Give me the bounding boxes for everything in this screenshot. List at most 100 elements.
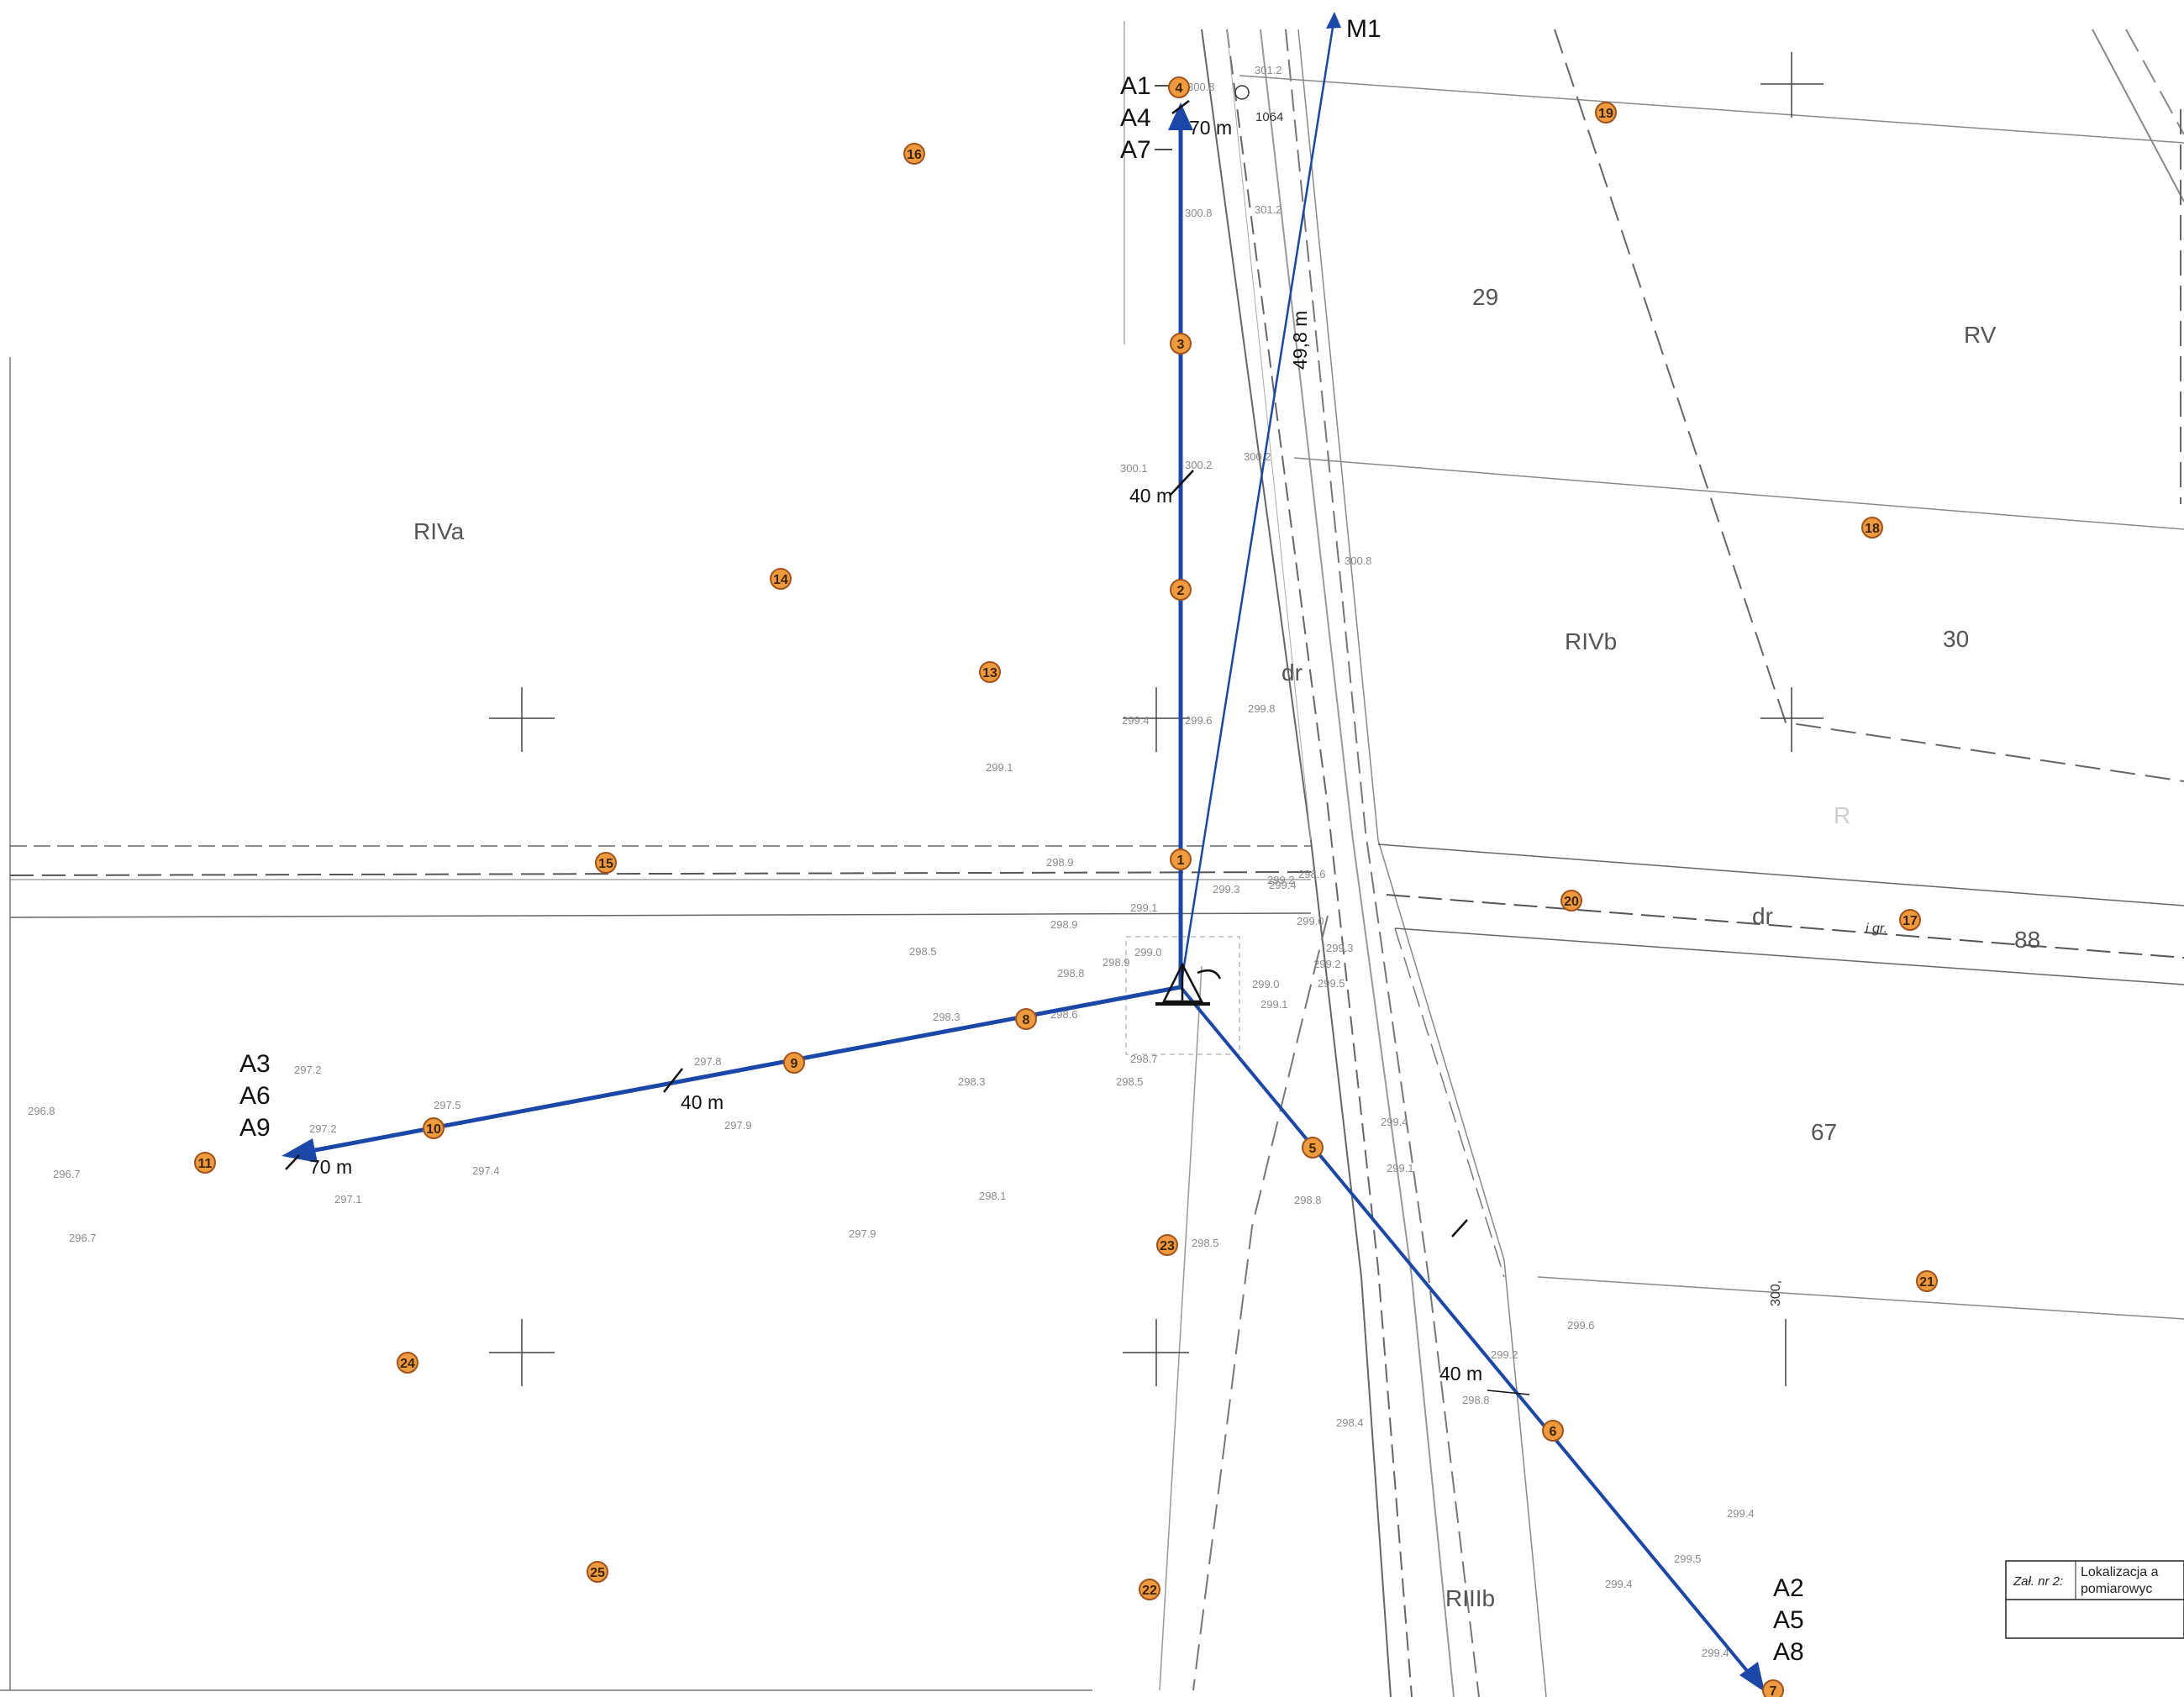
- spot-elevation: 298.9: [1050, 918, 1078, 931]
- measurement-point-marker: [1916, 1270, 1938, 1292]
- measurement-point-marker: [1302, 1137, 1324, 1158]
- spot-elevation: 298.8: [1462, 1394, 1490, 1406]
- spot-elevation: 297.5: [434, 1099, 461, 1111]
- spot-elevations: 301.2 300.8 300.8 301.2 300.1 300.2 300.2 300.8…: [28, 64, 1755, 1659]
- measurement-point-marker: [1170, 333, 1192, 355]
- measurement-point-23: 23: [1156, 1234, 1178, 1256]
- measurement-point-marker: [903, 143, 925, 165]
- spot-elevation: 298.5: [909, 945, 937, 958]
- spot-elevation: 297.2: [309, 1122, 337, 1135]
- measurement-point-number: 8: [1023, 1013, 1030, 1027]
- spot-elevation: 297.8: [694, 1055, 722, 1068]
- measurement-point-number: 14: [773, 573, 788, 587]
- southeast-arm-line: [1179, 985, 1750, 1673]
- measurement-point-number: 24: [400, 1357, 415, 1371]
- measurement-point-number: 21: [1919, 1275, 1934, 1290]
- measurement-point-number: 5: [1309, 1142, 1317, 1156]
- measurement-point-marker: [770, 568, 792, 590]
- measurement-point-24: 24: [397, 1352, 418, 1374]
- measurement-point-number: 1: [1177, 854, 1185, 868]
- spot-elevation: 299.6: [1567, 1319, 1595, 1332]
- spot-elevation: 298.6: [1298, 868, 1326, 880]
- label-igr: i gr.: [1866, 922, 1887, 936]
- measurement-point-marker: [783, 1052, 805, 1074]
- measurement-point-6: 6: [1542, 1420, 1564, 1442]
- spot-elevation: 297.1: [334, 1193, 362, 1206]
- spot-elevation: 298.3: [933, 1011, 960, 1023]
- measurement-point-number: 6: [1550, 1425, 1557, 1439]
- measurement-point-number: 18: [1865, 522, 1880, 536]
- sound-level-meter-icon: [1155, 962, 1222, 1006]
- spot-elevation: 298.3: [958, 1075, 986, 1088]
- spot-elevation: 297.2: [294, 1064, 322, 1076]
- measurement-point-number: 25: [590, 1566, 605, 1580]
- measurement-point-marker: [397, 1352, 418, 1374]
- measurement-point-marker: [1542, 1420, 1564, 1442]
- area-labels: RIVa RIVb RV R RIIIb 29 30 67 88 dr dr i…: [413, 85, 2040, 1611]
- measurement-point-marker: [1560, 890, 1582, 912]
- measurement-point-number: 16: [907, 148, 922, 162]
- measurement-point-marker: [979, 661, 1001, 683]
- measurement-point-20: 20: [1560, 890, 1582, 912]
- measurement-point-22: 22: [1139, 1579, 1160, 1600]
- mast-direction-line: [1179, 16, 1336, 988]
- spot-elevation: 298.8: [1057, 967, 1085, 980]
- measurement-point-marker: [423, 1117, 445, 1139]
- spot-elevation: 299.4: [1122, 714, 1150, 727]
- spot-elevation: 299.2: [1313, 958, 1341, 970]
- spot-elevation: 299.1: [1387, 1162, 1414, 1174]
- spot-elevation: 299.8: [1248, 702, 1276, 715]
- measurement-point-1: 1: [1170, 848, 1192, 870]
- title-block-attachment: Zał. nr 2:: [2013, 1574, 2063, 1589]
- measurement-point-marker: [595, 852, 617, 874]
- base-map-lines: [0, 21, 2184, 1697]
- measurement-point-number: 4: [1176, 81, 1183, 96]
- southeast-arm-label-a2: A2: [1773, 1574, 1804, 1602]
- spot-elevation: 297.4: [472, 1164, 500, 1177]
- measurement-point-marker: [1762, 1679, 1784, 1697]
- north-arrowhead-icon: [1168, 102, 1193, 130]
- parcel-label-88: 88: [2014, 927, 2040, 953]
- measurement-point-number: 20: [1564, 895, 1579, 909]
- title-block-line-1: Lokalizacja a: [2081, 1565, 2159, 1579]
- north-arm-label-a7: A7: [1120, 136, 1151, 164]
- spot-elevation: 299.6: [1185, 714, 1213, 727]
- spot-elevation: 299.4: [1269, 879, 1297, 891]
- area-label-riiib: RIIIb: [1445, 1585, 1495, 1611]
- measurement-point-marker: [1139, 1579, 1160, 1600]
- measurement-point-4: 4: [1168, 76, 1190, 98]
- spot-elevation: 300.8: [1187, 81, 1215, 93]
- measurement-point-number: 2: [1177, 584, 1185, 598]
- mast-label: M1: [1346, 15, 1381, 43]
- spot-elevation: 300.2: [1185, 459, 1213, 471]
- west-arm-label-a6: A6: [239, 1082, 271, 1110]
- southeast-distance-leader: [1487, 1390, 1530, 1395]
- spot-elevation: 299.1: [1260, 998, 1288, 1011]
- measurement-point-marker: [1170, 579, 1192, 601]
- measurement-point-marker: [1156, 1234, 1178, 1256]
- spot-elevation: 299.5: [1318, 977, 1345, 990]
- spot-elevation: 299.2: [1491, 1348, 1518, 1361]
- measurement-point-25: 25: [587, 1561, 608, 1583]
- spot-elevation: 299.4: [1381, 1116, 1408, 1128]
- label-1064: 1064: [1255, 110, 1283, 124]
- spot-elevation: 298.9: [1103, 956, 1130, 969]
- measurement-point-marker: [1170, 848, 1192, 870]
- spot-elevation: 299.3: [1213, 883, 1240, 896]
- mast-arrowhead-icon: [1326, 12, 1341, 29]
- spot-elevation: 300.8: [1185, 207, 1213, 219]
- spot-elevation: 299.1: [986, 761, 1013, 774]
- spot-elevation: 300.2: [1244, 450, 1271, 463]
- spot-elevation: 297.9: [724, 1119, 752, 1132]
- measurement-point-number: 11: [198, 1157, 213, 1171]
- arm-labels: M1 49,8 m A1 A4 A7 70 m 40 m A3 A6 A9 70…: [239, 15, 1804, 1666]
- measurement-point-marker: [1899, 909, 1921, 931]
- measurement-point-14: 14: [770, 568, 792, 590]
- spot-elevation: 296.7: [53, 1168, 81, 1180]
- measurement-point-marker: [1861, 517, 1883, 539]
- measurement-point-2: 2: [1170, 579, 1192, 601]
- measurement-point-number: 7: [1770, 1684, 1777, 1697]
- spot-elevation: 299.1: [1130, 901, 1158, 914]
- west-arm-label-a3: A3: [239, 1050, 271, 1078]
